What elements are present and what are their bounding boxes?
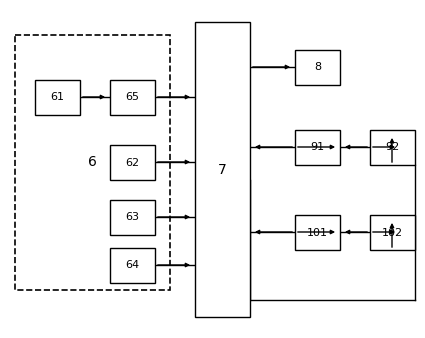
Text: 65: 65	[125, 93, 139, 102]
Text: 62: 62	[125, 158, 139, 168]
Bar	[370, 130, 415, 165]
Text: 7: 7	[218, 163, 227, 176]
Bar	[110, 80, 155, 115]
Text: 63: 63	[125, 213, 139, 222]
Bar	[35, 80, 80, 115]
Bar	[110, 145, 155, 180]
Bar	[295, 215, 340, 250]
Bar	[295, 50, 340, 85]
Bar	[195, 22, 250, 317]
Text: 102: 102	[382, 227, 403, 238]
Text: 64: 64	[125, 261, 139, 270]
Bar	[295, 130, 340, 165]
Bar	[370, 215, 415, 250]
Text: 92: 92	[385, 143, 400, 152]
Bar	[110, 248, 155, 283]
Text: 61: 61	[51, 93, 65, 102]
Bar	[110, 200, 155, 235]
Text: 101: 101	[307, 227, 328, 238]
Text: 6: 6	[88, 155, 97, 169]
Bar	[15, 35, 170, 290]
Text: 91: 91	[310, 143, 325, 152]
Text: 8: 8	[314, 63, 321, 72]
